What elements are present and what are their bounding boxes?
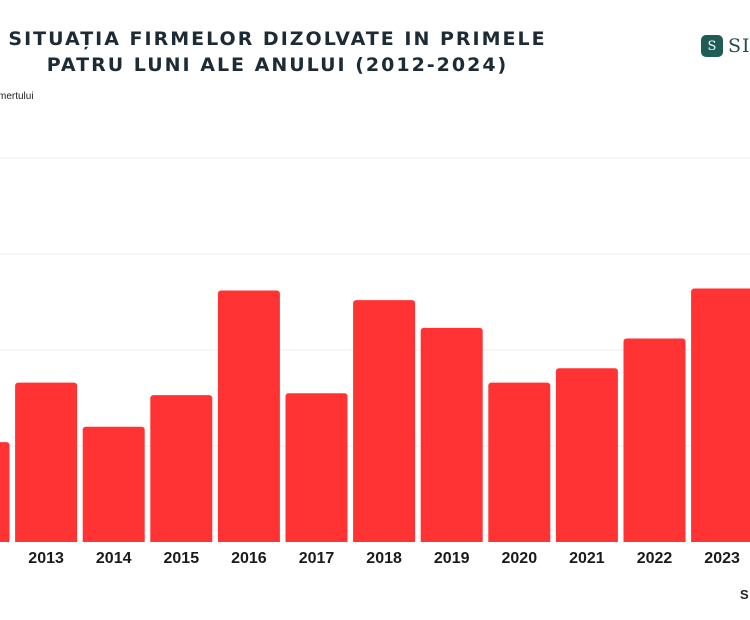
chart-title-line1: SITUAȚIA FIRMELOR DIZOLVATE IN PRIMELE [8,28,547,50]
bar-2014 [82,426,145,545]
x-tick-2019: 2019 [434,550,470,567]
x-tick-2017: 2017 [299,550,335,567]
bar-2016 [217,290,280,545]
chart-title: SITUAȚIA FIRMELOR DIZOLVATE IN PRIMELE P… [0,26,555,78]
bar-2012 [0,442,10,545]
bar-2023 [691,288,750,545]
bar-2018 [353,300,416,545]
logo-mark-icon: S [701,35,723,57]
brand-logo: S SII [701,35,750,57]
x-tick-2018: 2018 [366,550,402,567]
bar-2015 [150,395,213,545]
x-tick-2015: 2015 [164,550,200,567]
x-tick-2023: 2023 [704,550,740,567]
bar-2022 [623,338,686,545]
x-tick-2022: 2022 [637,550,673,567]
source-corner-letter: S [740,587,749,602]
logo-text: SII [728,35,750,57]
x-tick-2020: 2020 [502,550,538,567]
x-tick-2016: 2016 [231,550,267,567]
chart-title-line2: PATRU LUNI ALE ANULUI (2012-2024) [46,54,509,76]
bar-2021 [555,368,618,545]
x-tick-2021: 2021 [569,550,605,567]
bar-2020 [488,382,551,545]
source-label: mertului [0,91,34,102]
bar-2019 [420,327,483,545]
x-tick-2013: 2013 [28,550,64,567]
x-tick-2014: 2014 [96,550,132,567]
bar-2017 [285,393,348,545]
baseline-mask [0,542,750,548]
bar-2013 [15,382,78,545]
